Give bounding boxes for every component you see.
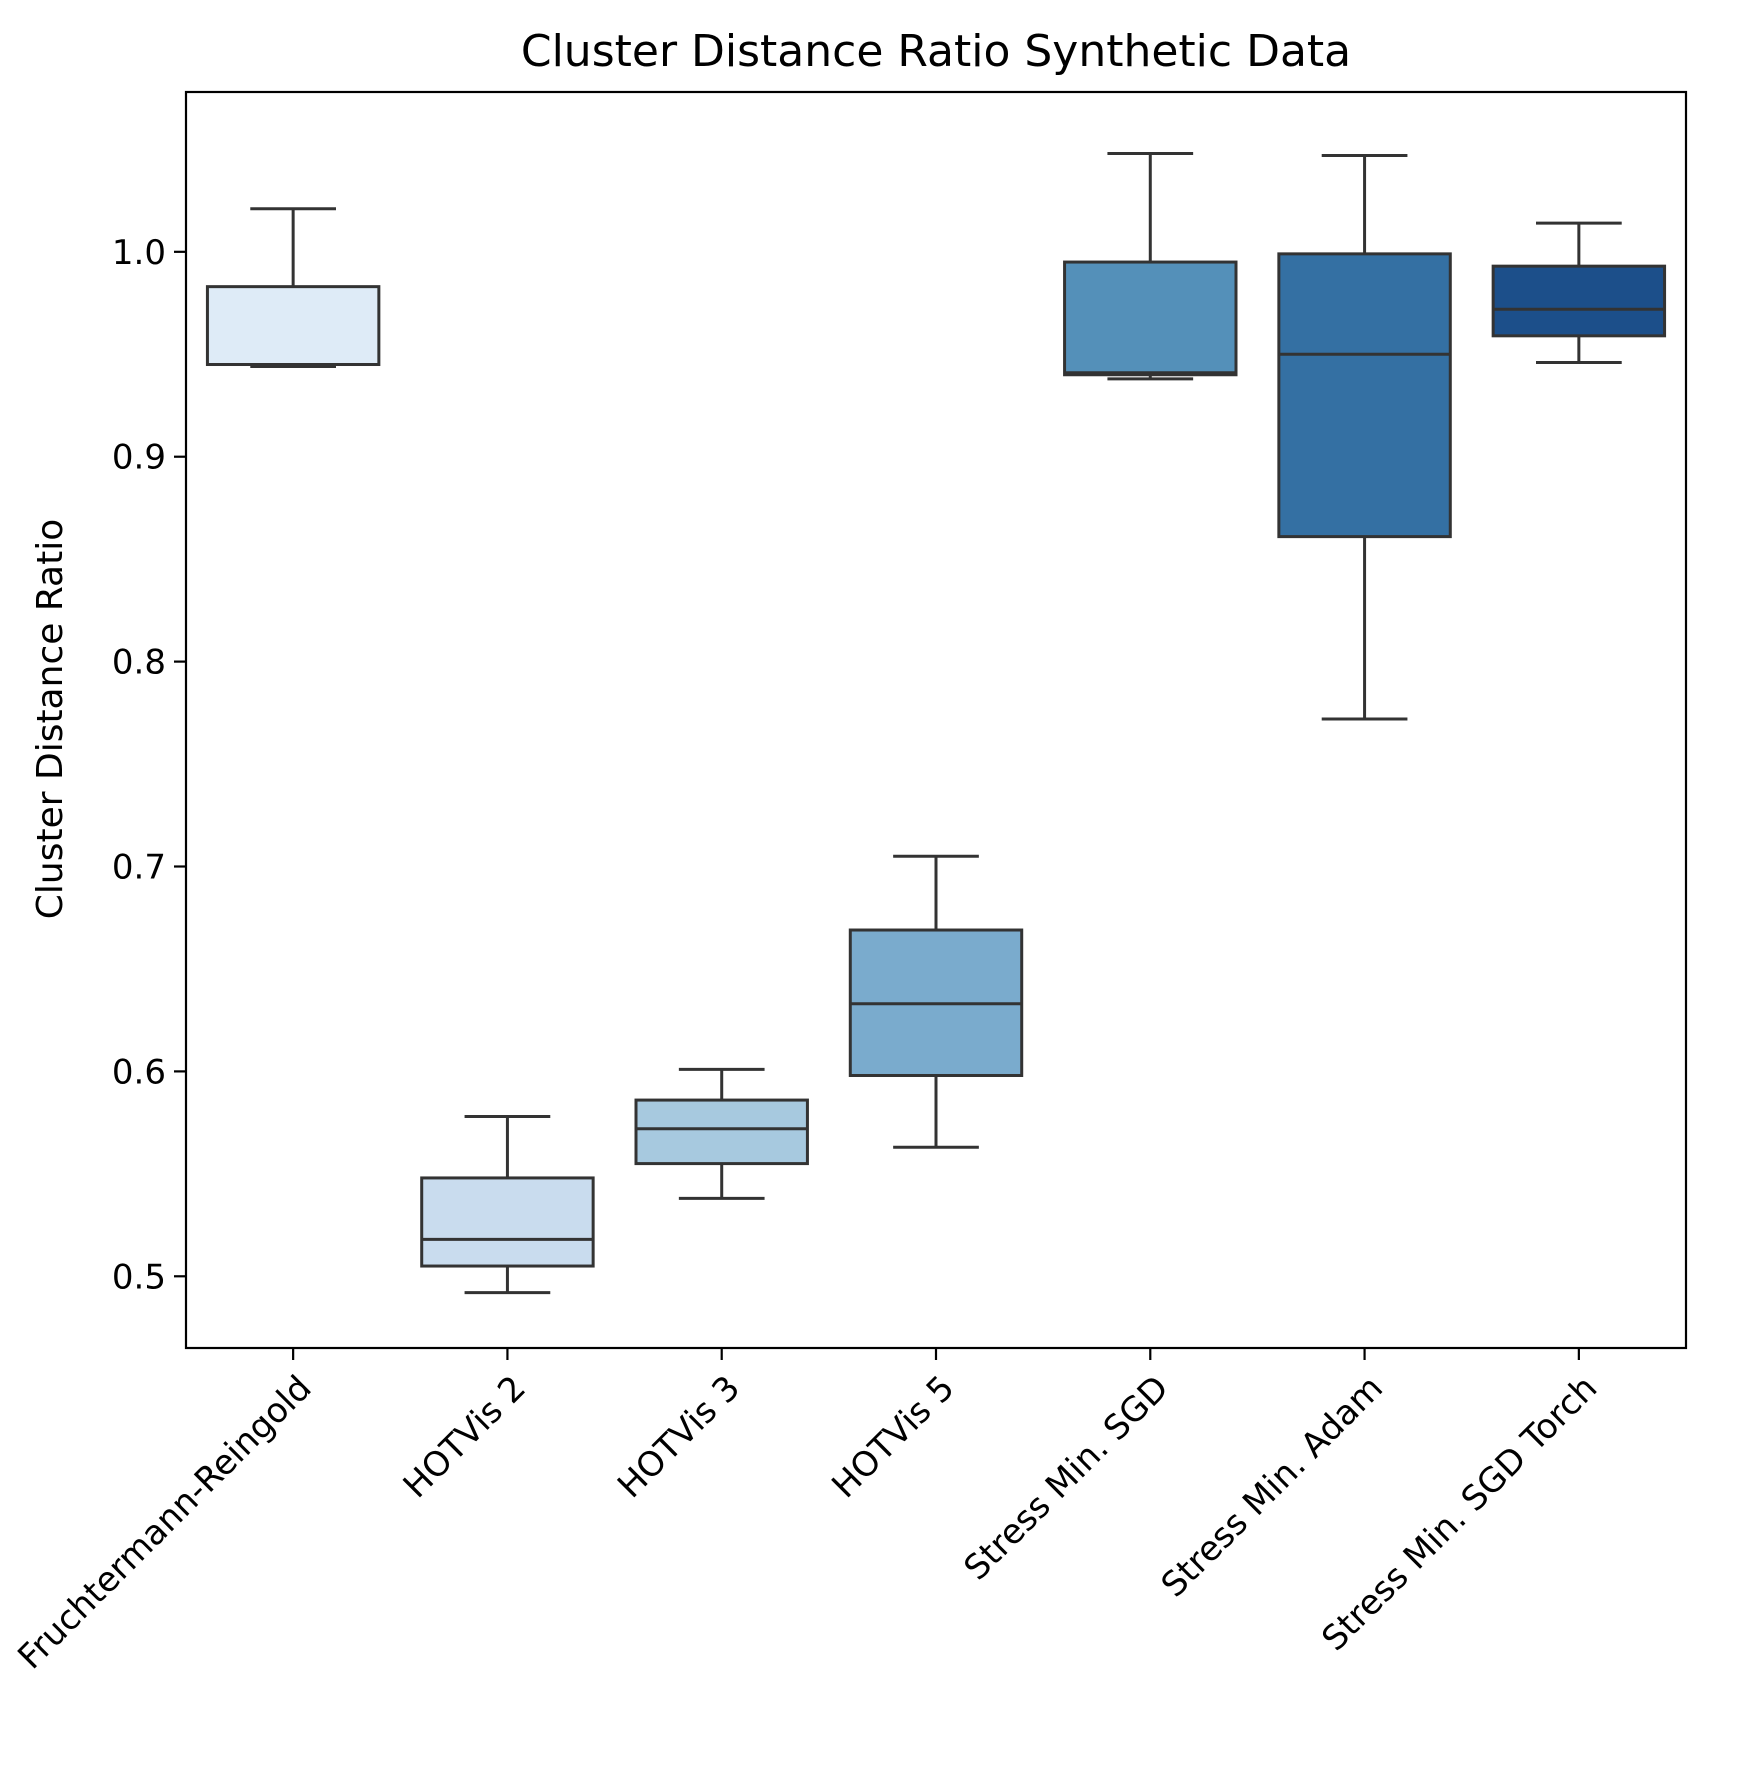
box	[1491, 264, 1667, 338]
box-group	[420, 1114, 595, 1295]
box	[1277, 252, 1452, 539]
y-tick-label: 0.8	[112, 643, 166, 683]
box	[634, 1098, 809, 1166]
y-tick-label: 1.0	[112, 233, 166, 273]
plot-area-frame	[184, 90, 1688, 1350]
y-tick-label: 0.5	[112, 1257, 166, 1297]
x-tick-label: HOTVis 3	[610, 1368, 748, 1506]
y-axis-label: Cluster Distance Ratio	[30, 519, 71, 920]
box	[420, 1176, 595, 1268]
chart-title: Cluster Distance Ratio Synthetic Data	[521, 26, 1351, 77]
x-tick-label: HOTVis 5	[824, 1368, 962, 1506]
x-tick-label: Fruchtermann-Reingold	[10, 1368, 319, 1677]
x-tick-label: Stress Min. Adam	[1154, 1368, 1391, 1605]
box	[205, 285, 381, 367]
x-axis: Fruchtermann-Reingold HOTVis 2 HOTVis 3 HOT…	[10, 1348, 1605, 1677]
x-tick-label: Stress Min. SGD	[956, 1368, 1176, 1588]
box-group	[1063, 151, 1238, 381]
x-tick-label: HOTVis 2	[396, 1368, 534, 1506]
y-tick-label: 0.7	[112, 847, 166, 887]
y-tick-label: 0.6	[112, 1052, 166, 1092]
y-tick-label: 0.9	[112, 438, 166, 478]
box-group	[1277, 154, 1452, 721]
plot-marks	[205, 151, 1667, 1295]
box-group	[1491, 221, 1667, 364]
box-group	[634, 1067, 809, 1200]
y-axis: 0.5 0.6 0.7 0.8 0.9 1.0	[112, 233, 186, 1297]
box	[1063, 260, 1238, 377]
box-group	[205, 207, 381, 369]
box-group	[848, 854, 1024, 1149]
